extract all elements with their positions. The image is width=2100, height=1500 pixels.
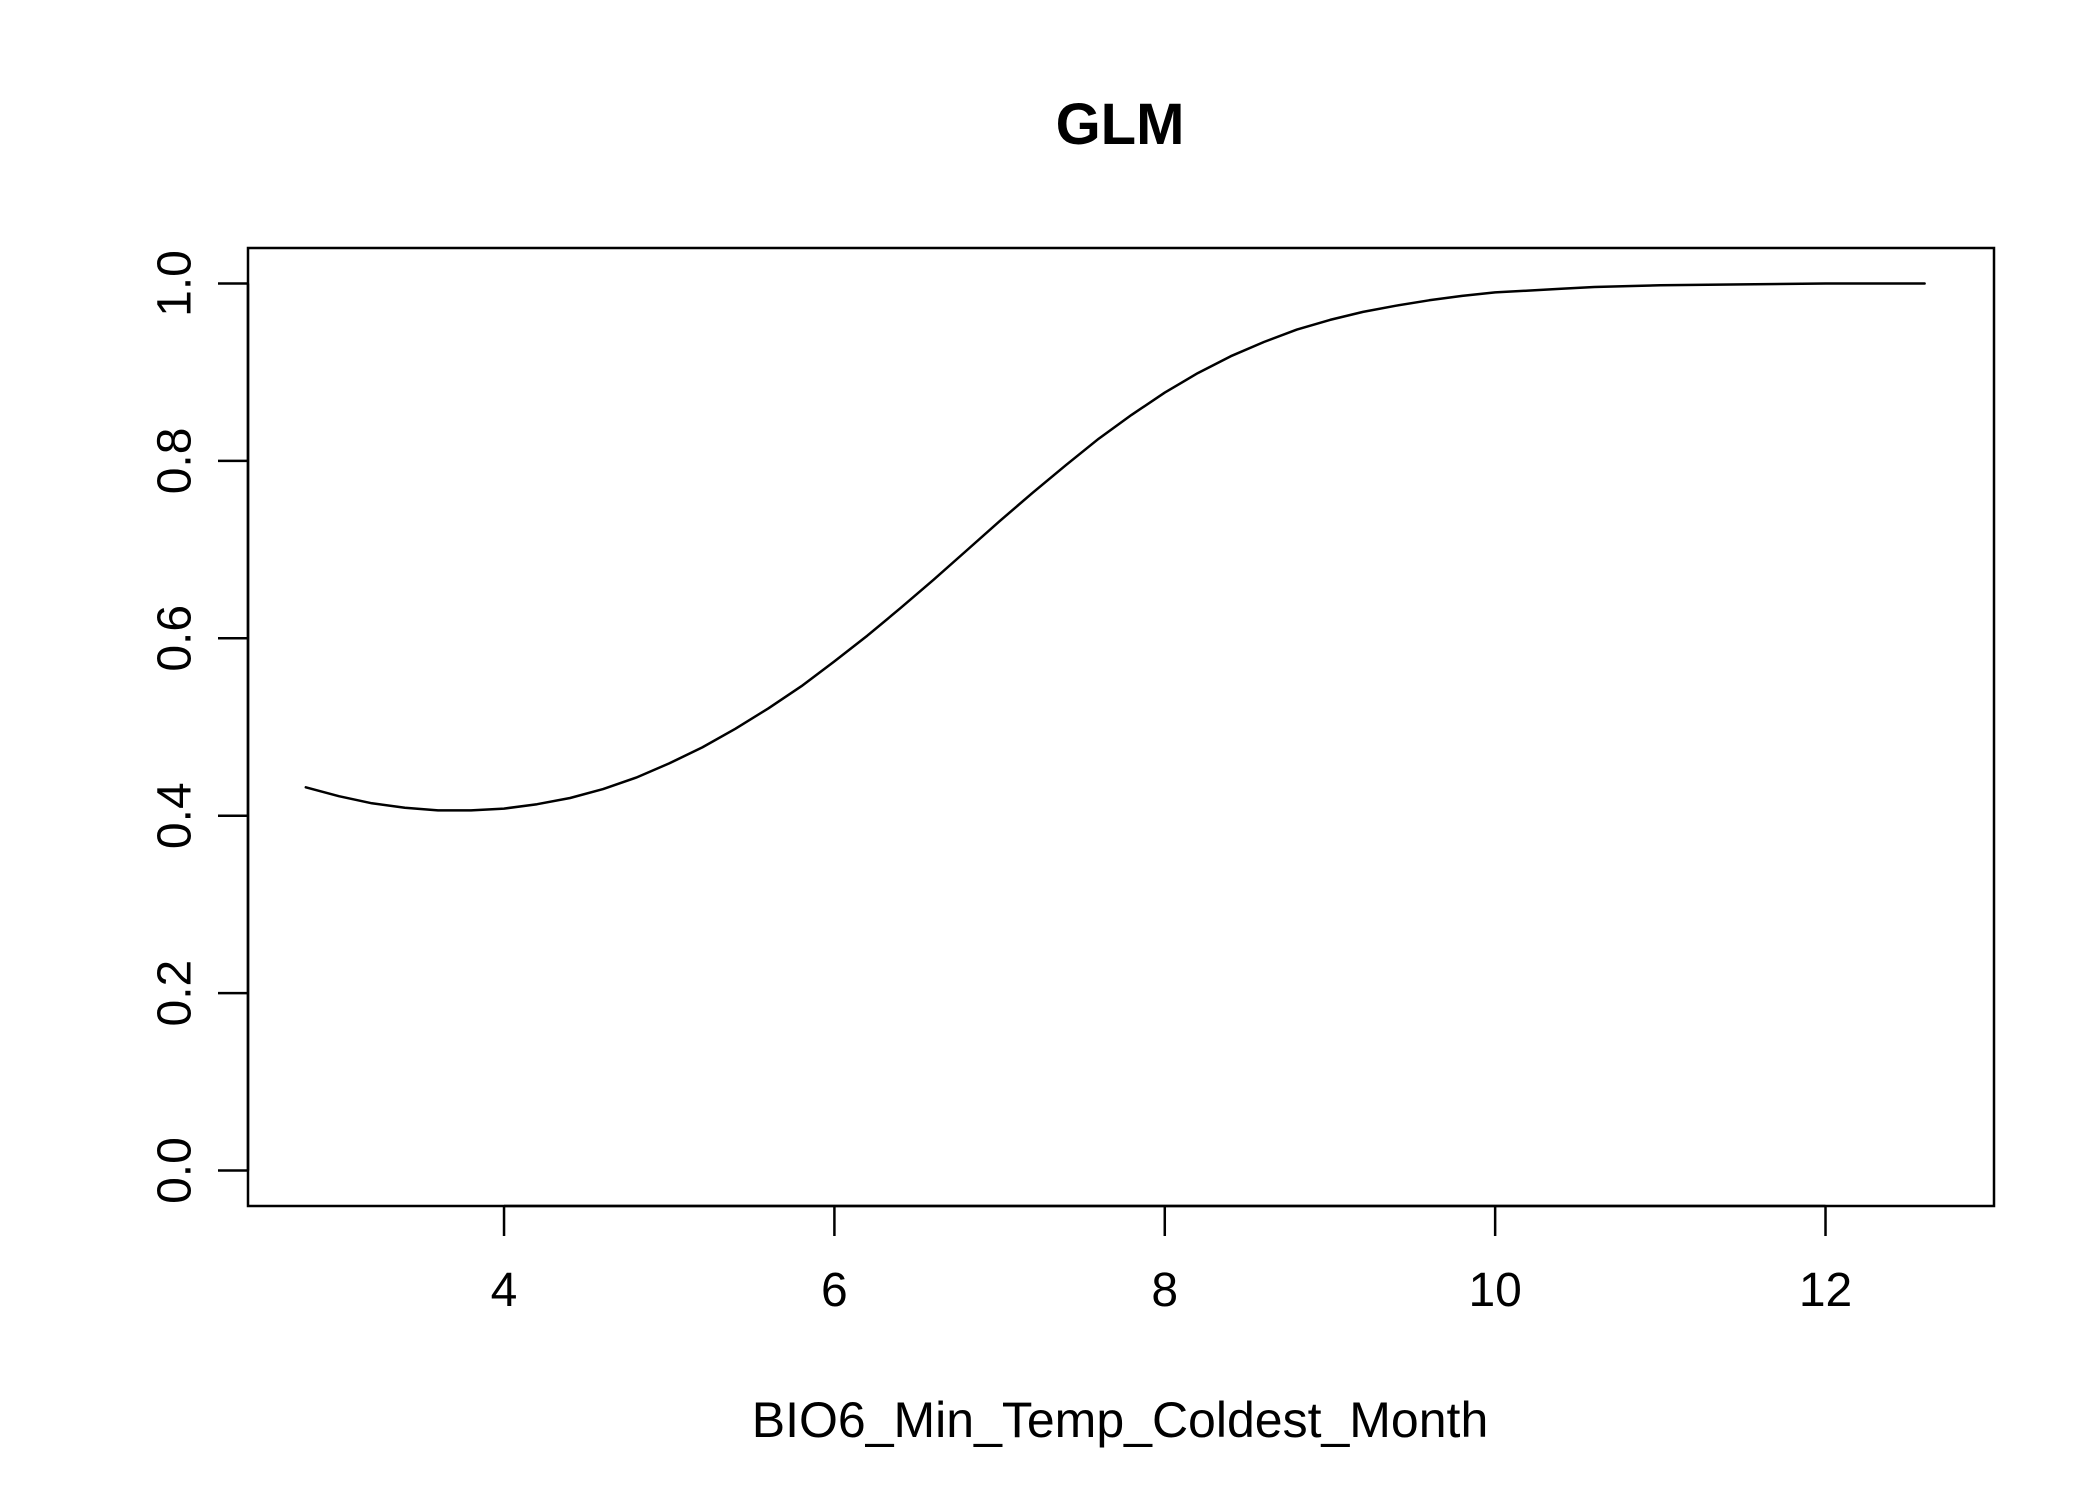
x-tick-label: 6	[821, 1264, 848, 1317]
x-tick-label: 4	[491, 1264, 518, 1317]
x-axis: 4 6 8 10 12	[491, 1204, 1852, 1317]
x-tick-label: 10	[1468, 1264, 1521, 1317]
y-tick-label: 0.6	[149, 605, 202, 672]
y-tick-label: 0.8	[149, 428, 202, 495]
plot-frame	[246, 246, 1996, 1208]
x-tick-label: 8	[1151, 1264, 1178, 1317]
y-tick-label: 0.2	[149, 960, 202, 1027]
y-tick-label: 0.4	[149, 782, 202, 849]
response-curve	[304, 282, 1926, 812]
y-axis: 0.0 0.2 0.4 0.6 0.8 1.0	[149, 250, 250, 1204]
y-tick-label: 0.0	[149, 1137, 202, 1204]
chart-title: GLM	[1056, 92, 1185, 157]
x-axis-label: BIO6_Min_Temp_Coldest_Month	[752, 1392, 1489, 1448]
x-tick-label: 12	[1799, 1264, 1852, 1317]
y-tick-label: 1.0	[149, 250, 202, 317]
